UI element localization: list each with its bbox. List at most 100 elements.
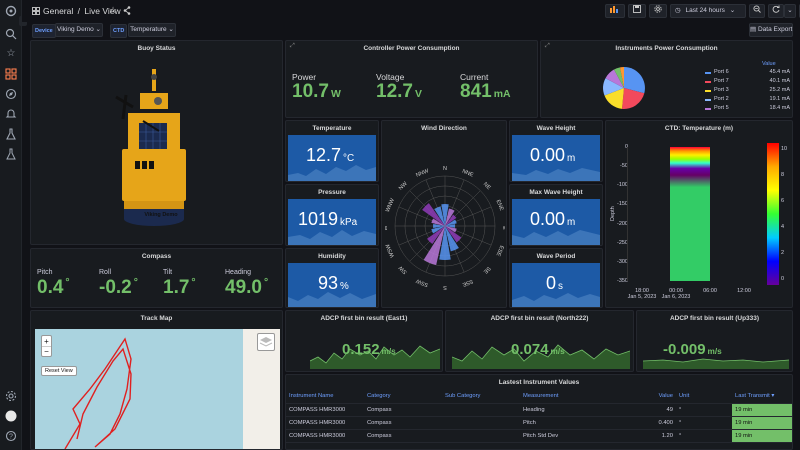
column-header[interactable]: Category bbox=[364, 390, 442, 404]
pressure-unit: kPa bbox=[340, 217, 358, 228]
gear-icon[interactable] bbox=[5, 390, 17, 402]
legend-value: 25.2 mA bbox=[769, 87, 790, 93]
wind-petal[interactable] bbox=[445, 214, 457, 226]
wind-petal[interactable] bbox=[445, 226, 457, 233]
ctd-variable-select[interactable]: Temperature ⌄ bbox=[128, 23, 176, 37]
bell-icon[interactable] bbox=[5, 108, 17, 120]
settings-icon[interactable] bbox=[649, 4, 667, 18]
time-range-picker[interactable]: ◷ Last 24 hours ⌄ bbox=[670, 4, 746, 18]
column-header[interactable]: Measurement bbox=[520, 390, 652, 404]
zoom-out-button[interactable]: − bbox=[44, 347, 49, 356]
power-value: 10.7 W bbox=[292, 81, 341, 103]
track-map-panel: Track Map + − Reset View bbox=[30, 310, 283, 450]
refresh-interval-dropdown[interactable]: ⌄ bbox=[784, 4, 796, 18]
explore-icon[interactable] bbox=[5, 88, 17, 100]
wind-petal[interactable] bbox=[422, 203, 445, 226]
add-panel-button[interactable] bbox=[605, 4, 625, 18]
column-header[interactable]: Unit bbox=[676, 390, 732, 404]
wind-petal[interactable] bbox=[439, 226, 451, 260]
legend-item[interactable]: Port 5 18.4 mA bbox=[705, 105, 790, 114]
legend-item[interactable]: Port 3 25.2 mA bbox=[705, 87, 790, 96]
legend-item[interactable]: Port 2 19.1 mA bbox=[705, 96, 790, 105]
wind-petal[interactable] bbox=[423, 226, 445, 266]
avatar[interactable] bbox=[5, 410, 17, 422]
wind-petal[interactable] bbox=[445, 208, 455, 226]
reset-view-button[interactable]: Reset View bbox=[41, 366, 77, 376]
legend-name: Port 2 bbox=[714, 96, 729, 102]
data-export-link[interactable]: ▤ Data Export bbox=[749, 23, 793, 37]
table-cell: 49 bbox=[652, 403, 676, 417]
humidity-stat-bg: 93% bbox=[288, 263, 376, 307]
table-row[interactable]: COMPASS HMR3000 Compass Pitch 0.400 ° 19… bbox=[286, 416, 792, 430]
share-icon[interactable] bbox=[123, 6, 131, 17]
ctd-y-tick: -50 bbox=[620, 163, 628, 170]
chevron-down-icon: ⌄ bbox=[95, 26, 101, 33]
zoom-out-icon[interactable] bbox=[749, 4, 765, 18]
tilt-unit: ° bbox=[191, 277, 196, 288]
adcp-east-value: 0.152 m/s bbox=[342, 341, 396, 358]
wind-petal[interactable] bbox=[445, 226, 459, 252]
table-row[interactable]: COMPASS HMR3000 Compass Heading 49 ° 19 … bbox=[286, 403, 792, 417]
legend-item[interactable]: Port 6 45.4 mA bbox=[705, 69, 790, 78]
zoom-controls: + − bbox=[41, 335, 52, 357]
wind-direction-label: S bbox=[443, 284, 447, 290]
grafana-logo-icon[interactable] bbox=[5, 5, 17, 17]
table-cell: Compass bbox=[364, 403, 442, 417]
legend-swatch bbox=[705, 81, 711, 83]
adcp-up-unit: m/s bbox=[707, 347, 722, 356]
table-cell: COMPASS HMR3000 bbox=[286, 416, 364, 430]
last-transmit-cell: 19 min bbox=[732, 403, 792, 417]
instruments-power-panel: ⤢ Instruments Power Consumption Value Po… bbox=[540, 40, 793, 118]
star-icon[interactable]: ☆ bbox=[6, 48, 16, 59]
wind-petal[interactable] bbox=[431, 218, 445, 226]
wind-direction-label: SSW bbox=[415, 277, 430, 288]
star-icon[interactable]: ☆ bbox=[109, 5, 118, 15]
panel-title: ADCP first bin result (Up333) bbox=[669, 315, 760, 322]
help-icon[interactable]: ? bbox=[5, 430, 17, 442]
dashboard-title[interactable]: Live View bbox=[84, 6, 121, 16]
column-header[interactable]: Sub Category bbox=[442, 390, 520, 404]
panel-title: Wave Period bbox=[536, 253, 576, 260]
wind-petal[interactable] bbox=[427, 226, 445, 244]
wind-petal[interactable] bbox=[434, 206, 445, 226]
refresh-icon[interactable] bbox=[768, 4, 784, 18]
flask-icon[interactable] bbox=[5, 148, 17, 160]
wind-direction-label: WSW bbox=[385, 242, 396, 258]
resize-icon[interactable]: ⤢ bbox=[290, 43, 295, 49]
humidity-value: 93% bbox=[318, 273, 349, 294]
legend-item[interactable]: Port 7 40.1 mA bbox=[705, 78, 790, 87]
max-wave-height-value: 0.00 m bbox=[530, 209, 575, 230]
breadcrumb-folder[interactable]: General bbox=[43, 6, 74, 16]
wind-direction-label: NNE bbox=[461, 168, 474, 178]
wind-petal[interactable] bbox=[445, 224, 455, 228]
map-canvas[interactable]: + − Reset View bbox=[35, 329, 280, 449]
table-header-row: Instrument Name Category Sub Category Me… bbox=[286, 390, 792, 404]
column-header-sorted[interactable]: Last Transmit ▾ bbox=[732, 390, 792, 404]
column-header[interactable]: Instrument Name bbox=[286, 390, 364, 404]
column-header[interactable]: Value bbox=[652, 390, 676, 404]
wind-petal[interactable] bbox=[441, 204, 449, 226]
resize-icon[interactable]: ⤢ bbox=[545, 43, 550, 49]
zoom-in-button[interactable]: + bbox=[42, 336, 51, 347]
layers-icon[interactable] bbox=[257, 333, 275, 351]
heading-value: 49.0 ° bbox=[225, 277, 268, 299]
ctd-y-tick: -200 bbox=[616, 220, 628, 227]
legend-name: Port 7 bbox=[714, 78, 729, 84]
wind-petal[interactable] bbox=[433, 223, 445, 229]
table-cell: ° bbox=[676, 429, 732, 443]
dashboards-icon[interactable] bbox=[5, 68, 17, 80]
flask-icon[interactable] bbox=[5, 128, 17, 140]
save-icon[interactable] bbox=[628, 4, 646, 18]
wind-petal[interactable] bbox=[431, 226, 445, 234]
device-variable-select[interactable]: Viking Demo ⌄ bbox=[55, 23, 103, 37]
ctd-x-axis: 18:00 Jan 5, 2023 00:00 Jan 6, 2023 06:00 12:… bbox=[626, 288, 766, 304]
search-icon[interactable] bbox=[5, 28, 17, 40]
wind-petal[interactable] bbox=[445, 219, 457, 226]
wind-petal[interactable] bbox=[445, 226, 462, 243]
table-cell: 0.400 bbox=[652, 416, 676, 430]
table-row[interactable]: COMPASS HMR3000 Compass Pitch Std Dev 1.… bbox=[286, 429, 792, 443]
table-cell: ° bbox=[676, 403, 732, 417]
adcp-up-panel: ADCP first bin result (Up333) -0.009 m/s bbox=[636, 310, 793, 372]
